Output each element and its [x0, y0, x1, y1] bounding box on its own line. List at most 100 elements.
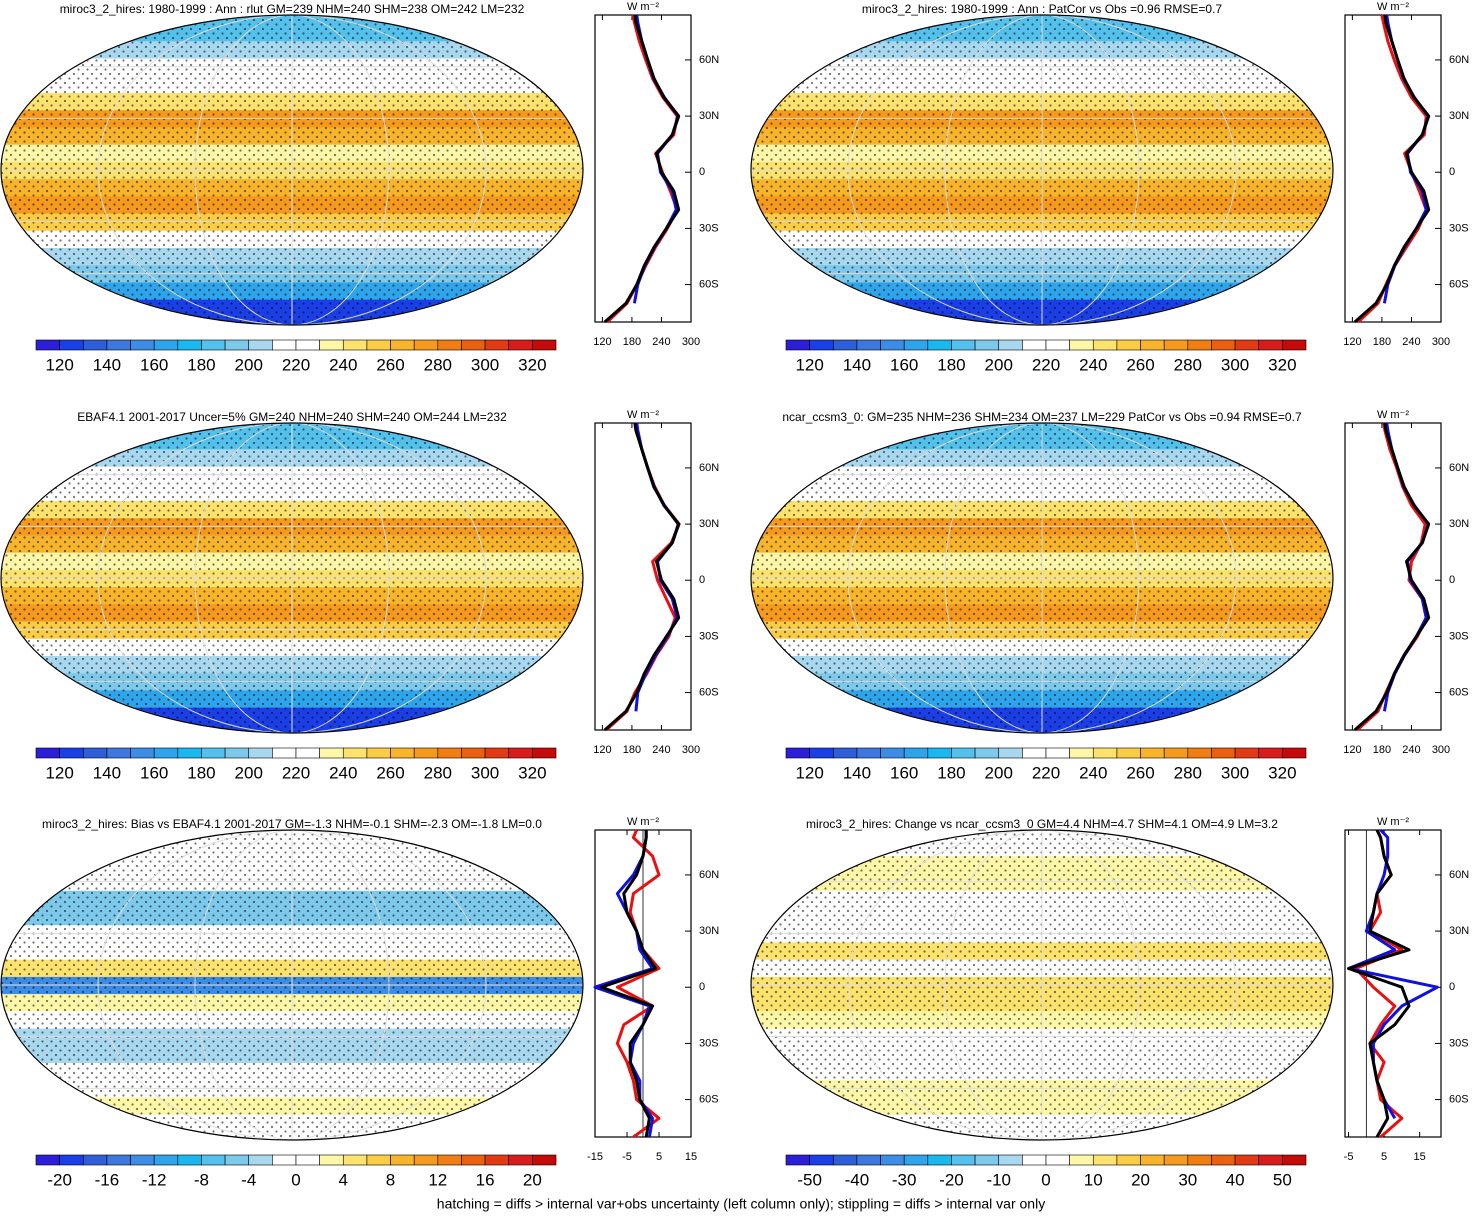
map — [1, 830, 583, 1140]
colorbar-box — [1258, 339, 1283, 351]
colorbar-box — [130, 747, 155, 759]
colorbar-box — [413, 747, 439, 759]
colorbar-box — [1116, 339, 1141, 351]
colorbar-box — [59, 1154, 84, 1166]
y-tick-label: 30N — [699, 518, 719, 530]
profile-line — [1353, 14, 1431, 324]
x-tick-label: -5 — [1344, 1151, 1354, 1163]
colorbar-label: 240 — [329, 355, 357, 374]
colorbar-label: 180 — [937, 355, 965, 374]
colorbar-box — [59, 339, 84, 351]
colorbar-box — [1211, 747, 1236, 759]
colorbar-box — [998, 1154, 1023, 1166]
colorbar-label: 0 — [1041, 1170, 1050, 1189]
colorbar-label: 200 — [235, 355, 263, 374]
colorbar-box — [130, 1154, 155, 1166]
colorbar-box — [927, 747, 952, 759]
y-tick-label: 30N — [699, 925, 719, 937]
colorbar-label: -20 — [47, 1170, 72, 1189]
y-tick-label: 0 — [699, 981, 705, 993]
colorbar-box — [785, 339, 810, 351]
panel-title: miroc3_2_hires: Change vs ncar_ccsm3_0 G… — [806, 817, 1278, 831]
colorbar-box — [1282, 339, 1307, 351]
y-tick-label: 60S — [1449, 278, 1469, 290]
x-tick-label: 300 — [682, 336, 700, 348]
y-tick-label: 30N — [1449, 925, 1469, 937]
colorbar-box — [532, 1154, 557, 1166]
colorbar-label: 50 — [1273, 1170, 1292, 1189]
colorbar-label: 320 — [518, 763, 546, 782]
colorbar-box — [1045, 747, 1070, 759]
colorbar-box — [1211, 339, 1236, 351]
y-tick-label: 60N — [1449, 462, 1469, 474]
colorbar-box — [366, 747, 391, 759]
x-tick-label: 180 — [623, 744, 641, 756]
colorbar-label: 16 — [476, 1170, 495, 1189]
colorbar-label: 320 — [518, 355, 546, 374]
colorbar-label: 260 — [376, 355, 404, 374]
y-tick-label: 30N — [1449, 110, 1469, 122]
profile-line — [1353, 422, 1431, 732]
colorbar-box — [1258, 747, 1283, 759]
colorbar-box — [342, 1154, 368, 1166]
colorbar-label: 20 — [1131, 1170, 1150, 1189]
colorbar-label: 320 — [1268, 763, 1296, 782]
colorbar-label: 10 — [1084, 1170, 1103, 1189]
colorbar-box — [508, 747, 533, 759]
colorbar-box — [153, 339, 179, 351]
x-tick-label: 120 — [593, 744, 611, 756]
x-tick-label: 240 — [1402, 744, 1420, 756]
colorbar-box — [342, 747, 368, 759]
map — [751, 830, 1333, 1140]
colorbar-label: -50 — [797, 1170, 822, 1189]
colorbar-box — [974, 747, 1000, 759]
colorbar-box — [130, 339, 155, 351]
colorbar-label: 240 — [1079, 763, 1107, 782]
colorbar-box — [974, 339, 1000, 351]
colorbar-box — [1045, 1154, 1070, 1166]
colorbar-box — [1163, 747, 1189, 759]
colorbar-label: -20 — [939, 1170, 964, 1189]
profile-unit: W m⁻² — [1377, 409, 1409, 421]
colorbar-box — [295, 339, 320, 351]
x-tick-label: -5 — [622, 1151, 632, 1163]
colorbar-box — [82, 1154, 108, 1166]
y-tick-label: 0 — [699, 574, 705, 586]
colorbar-label: -30 — [892, 1170, 917, 1189]
colorbar-box — [1045, 339, 1070, 351]
colorbar-box — [413, 1154, 439, 1166]
y-tick-label: 60S — [1449, 1093, 1469, 1105]
colorbar-label: 140 — [93, 355, 121, 374]
colorbar-label: 280 — [424, 763, 452, 782]
colorbar-box — [1282, 1154, 1307, 1166]
y-tick-label: 30S — [1449, 222, 1469, 234]
x-tick-label: 180 — [623, 336, 641, 348]
colorbar-box — [35, 339, 60, 351]
colorbar-label: 20 — [523, 1170, 542, 1189]
colorbar-label: 30 — [1178, 1170, 1197, 1189]
x-tick-label: -15 — [587, 1151, 603, 1163]
colorbar-box — [1211, 1154, 1236, 1166]
colorbar-label: -40 — [845, 1170, 870, 1189]
profile-line — [599, 830, 658, 1138]
colorbar-box — [1022, 1154, 1047, 1166]
colorbar-box — [927, 339, 952, 351]
map-border — [750, 422, 1334, 734]
colorbar-box — [532, 339, 557, 351]
colorbar-label: 280 — [1174, 763, 1202, 782]
colorbar-box — [951, 1154, 976, 1166]
colorbar-box — [248, 339, 273, 351]
colorbar-box — [82, 339, 108, 351]
y-tick-label: 60N — [699, 54, 719, 66]
profile-unit: W m⁻² — [627, 409, 659, 421]
colorbar-label: 280 — [424, 355, 452, 374]
colorbar-label: 0 — [291, 1170, 300, 1189]
colorbar-label: 260 — [376, 763, 404, 782]
x-tick-label: 5 — [1381, 1151, 1387, 1163]
y-tick-label: 60N — [1449, 54, 1469, 66]
colorbar-box — [177, 339, 202, 351]
colorbar-label: 8 — [386, 1170, 395, 1189]
colorbar-label: 220 — [282, 355, 310, 374]
colorbar-label: -4 — [241, 1170, 256, 1189]
